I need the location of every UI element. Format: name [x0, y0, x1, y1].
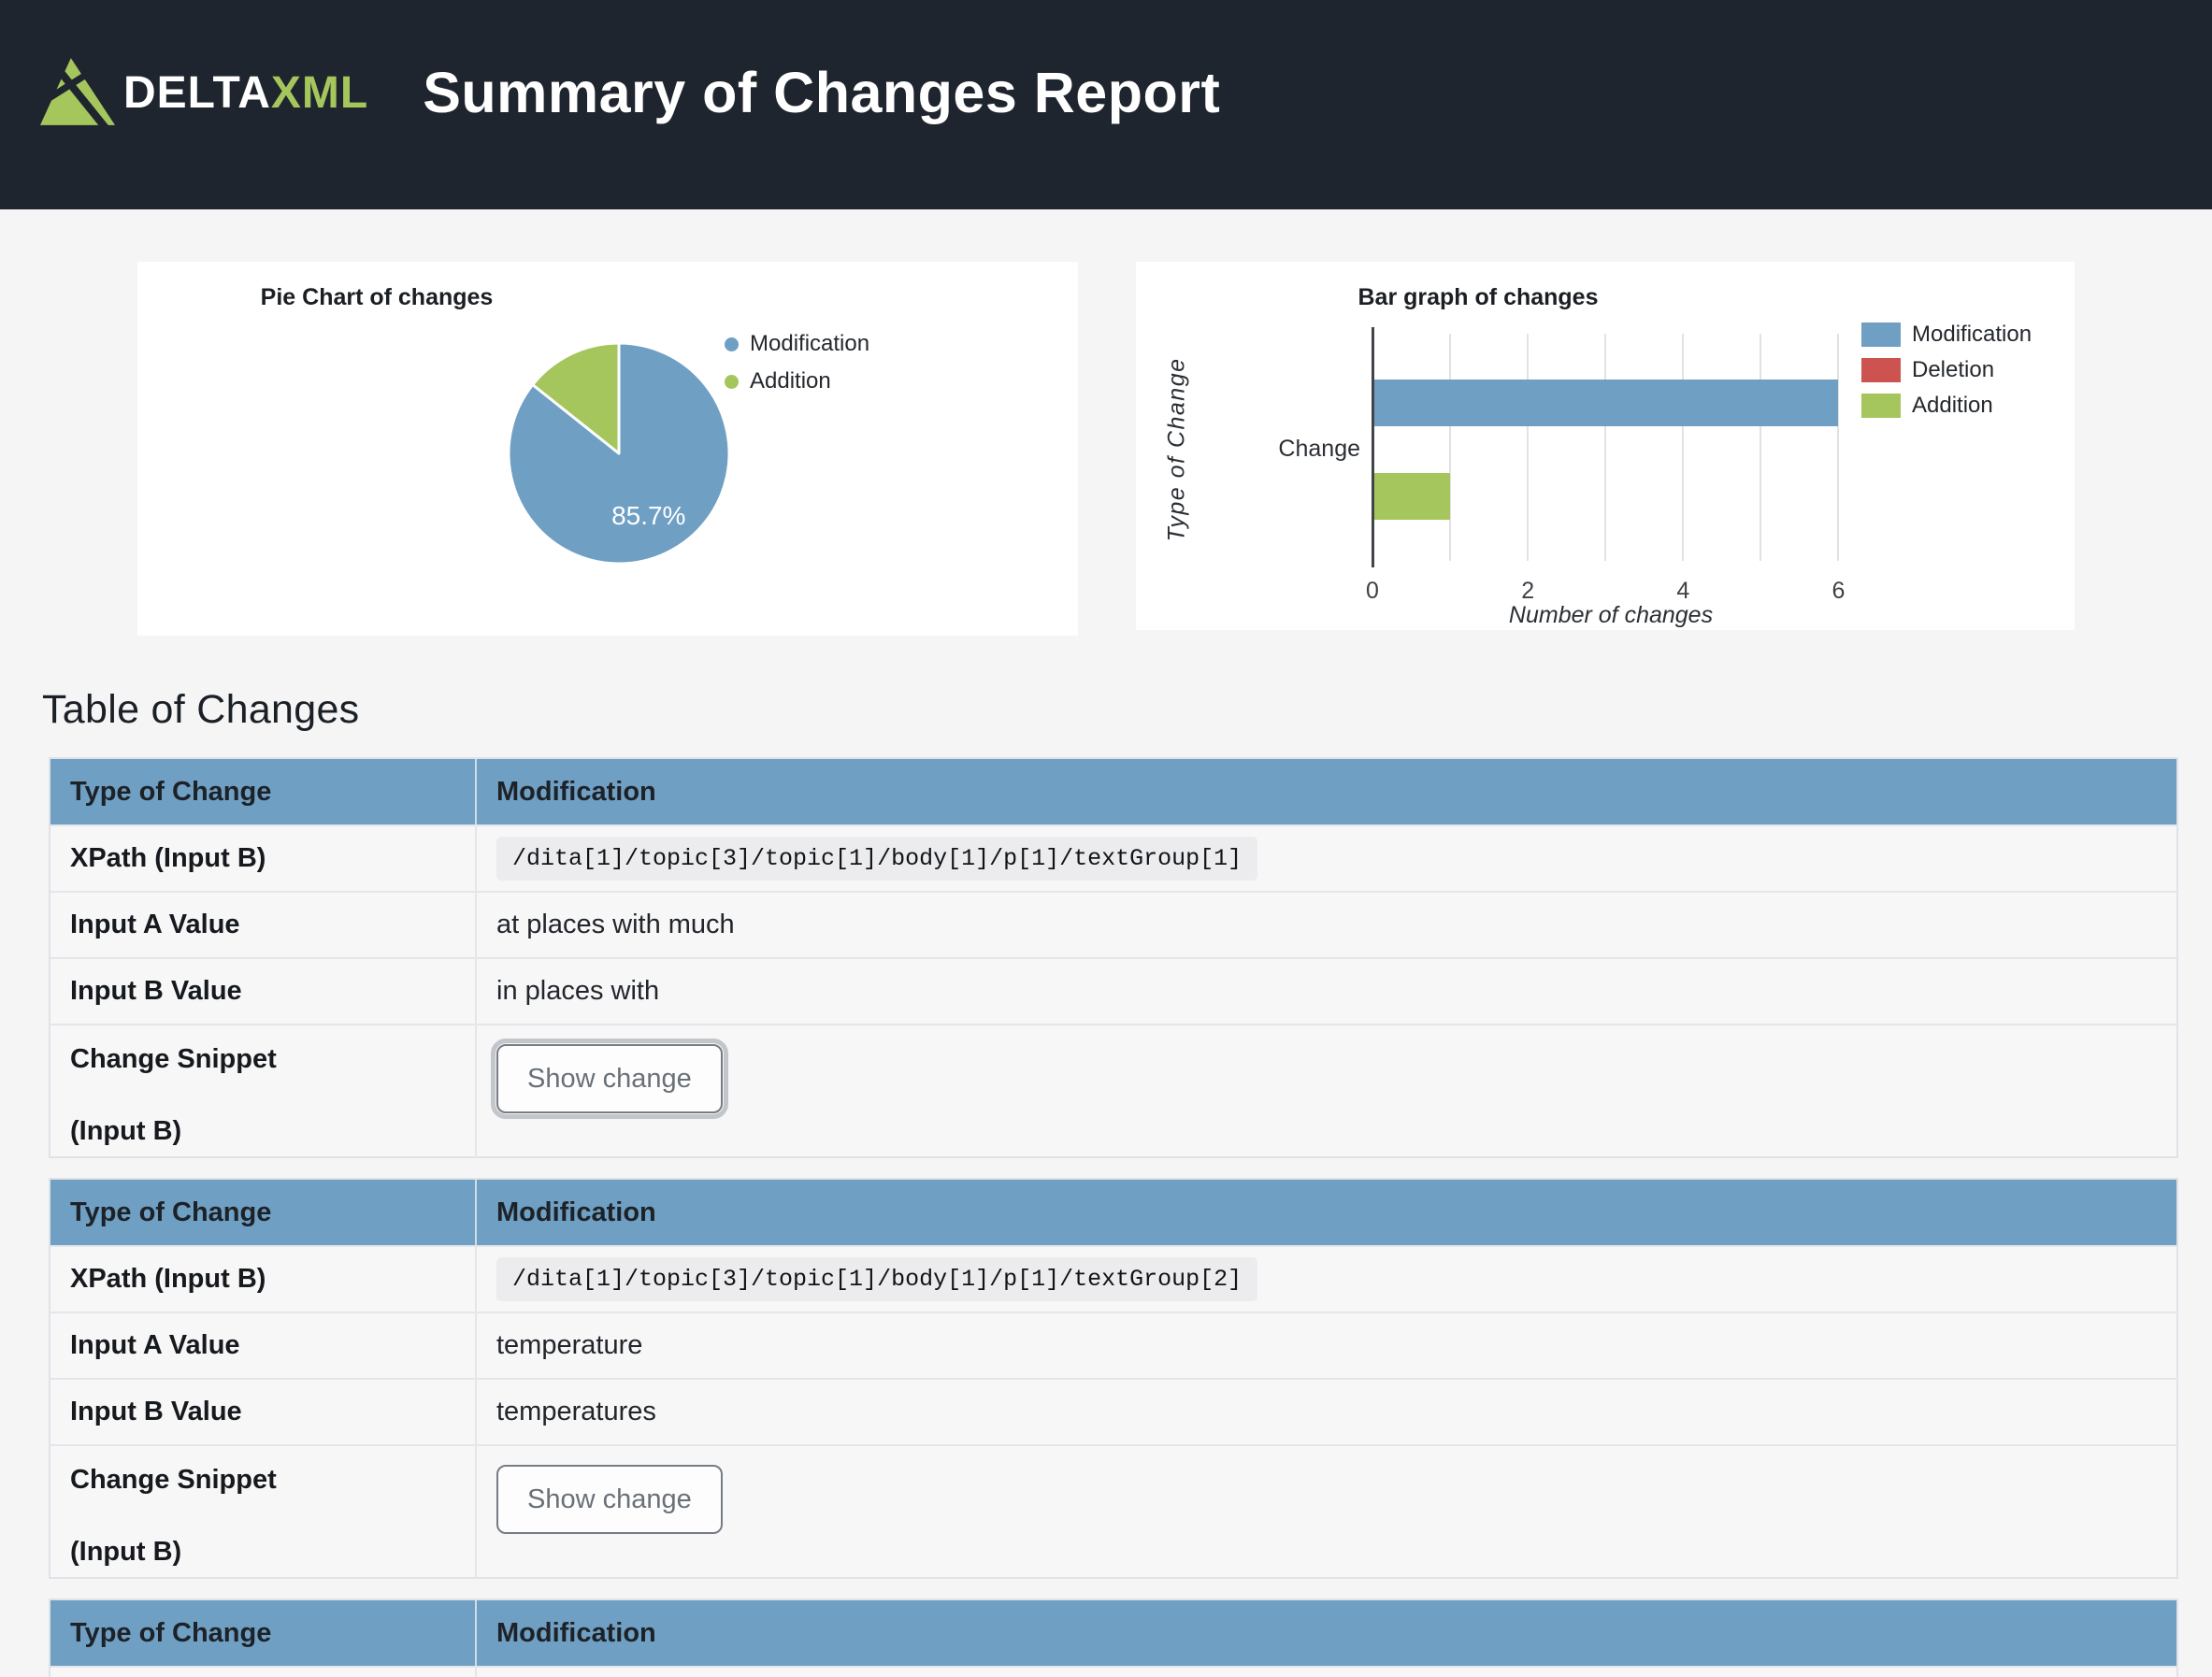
legend-item-modification: Modification — [725, 331, 869, 357]
logo-delta-text: DELTA — [123, 67, 271, 118]
change-snippet-label: Change Snippet — [70, 1044, 277, 1074]
type-of-change-header: Type of Change — [50, 1180, 477, 1245]
bar-chart-title: Bar graph of changes — [1357, 284, 1599, 310]
legend-item-addition: Addition — [725, 368, 869, 394]
change-table-1: Type of Change Modification XPath (Input… — [49, 757, 2178, 1158]
pie-legend: Modification Addition — [725, 331, 869, 406]
xpath-label: XPath (Input B) — [50, 1247, 477, 1312]
xpath-value: /dita[1]/topic[3]/topic[1]/body[1]/p[1]/… — [496, 1257, 1258, 1301]
input-a-row: Input A Value at places with much — [50, 891, 2176, 957]
gridline-x-5 — [1760, 334, 1762, 561]
deltaxml-logo: DELTAXML — [40, 58, 368, 127]
x-tick-6: 6 — [1831, 578, 1846, 604]
legend-label-addition: Addition — [750, 368, 831, 394]
change-snippet-label-input-b: (Input B) — [70, 1537, 182, 1567]
pie-chart-card: Pie Chart of changes 85.7% Modification … — [137, 262, 1078, 636]
xpath-label: XPath (Input B) — [50, 826, 477, 891]
bar-modification — [1372, 380, 1839, 426]
change-snippet-label-input-b: (Input B) — [70, 1116, 182, 1146]
input-a-value: temperature — [496, 1330, 643, 1360]
pie-slice-percentage-label: 85.7% — [611, 501, 685, 530]
pie-slice-modification — [507, 341, 731, 566]
gridline-x-3 — [1604, 334, 1607, 561]
legend-label-modification: Modification — [1912, 322, 2032, 347]
change-snippet-row: Change Snippet (Input B) Show change — [50, 1024, 2176, 1156]
x-tick-4: 4 — [1676, 578, 1690, 604]
legend-label-addition: Addition — [1912, 393, 1993, 418]
change-table-3: Type of Change Modification — [49, 1598, 2178, 1677]
app-header: DELTAXML Summary of Changes Report — [0, 0, 2212, 209]
xpath-value — [477, 1668, 2176, 1677]
table-header-row: Type of Change Modification — [50, 1180, 2176, 1245]
change-snippet-row: Change Snippet (Input B) Show change — [50, 1444, 2176, 1577]
input-b-label: Input B Value — [50, 959, 477, 1024]
x-tick-2: 2 — [1521, 578, 1535, 604]
pie-chart-title: Pie Chart of changes — [260, 284, 494, 310]
change-table-2: Type of Change Modification XPath (Input… — [49, 1178, 2178, 1579]
change-type-value: Modification — [496, 1197, 656, 1227]
bar-chart-card: Bar graph of changes Type of Change Chan… — [1136, 262, 2075, 630]
bar-plot-area — [1372, 334, 1877, 561]
change-type-value: Modification — [496, 1617, 656, 1648]
legend-swatch-addition — [1861, 394, 1901, 418]
pie-chart: 85.7% — [507, 341, 731, 566]
input-b-value: temperatures — [496, 1397, 656, 1426]
xpath-row: XPath (Input B) /dita[1]/topic[3]/topic[… — [50, 1245, 2176, 1312]
legend-item-modification: Modification — [1861, 322, 2032, 348]
bar-category-label: Change — [1278, 436, 1360, 462]
xpath-label — [50, 1668, 477, 1677]
deltaxml-triangle-icon — [40, 58, 115, 127]
input-a-label: Input A Value — [50, 1313, 477, 1378]
show-change-button-2[interactable]: Show change — [496, 1465, 723, 1534]
input-b-value: in places with — [496, 976, 660, 1006]
change-type-value: Modification — [496, 776, 656, 807]
input-a-value: at places with much — [496, 910, 735, 939]
legend-item-addition: Addition — [1861, 393, 2032, 419]
page-title: Summary of Changes Report — [423, 61, 1221, 124]
table-header-row: Type of Change Modification — [50, 1600, 2176, 1666]
bar-x-axis-label: Number of changes — [1508, 602, 1714, 628]
pie-slice-addition — [531, 341, 621, 455]
gridline-x-1 — [1449, 334, 1452, 561]
input-b-label: Input B Value — [50, 1380, 477, 1444]
xpath-row — [50, 1666, 2176, 1677]
bar-addition — [1372, 473, 1451, 520]
legend-swatch-modification — [1861, 322, 1901, 347]
bar-legend: Modification Deletion Addition — [1861, 322, 2032, 428]
logo-xml-text: XML — [270, 67, 369, 118]
table-header-row: Type of Change Modification — [50, 759, 2176, 824]
legend-item-deletion: Deletion — [1861, 357, 2032, 383]
x-tick-0: 0 — [1366, 578, 1379, 604]
xpath-value: /dita[1]/topic[3]/topic[1]/body[1]/p[1]/… — [496, 837, 1258, 881]
legend-swatch-deletion — [1861, 358, 1901, 382]
xpath-row: XPath (Input B) /dita[1]/topic[3]/topic[… — [50, 824, 2176, 891]
show-change-button-1[interactable]: Show change — [491, 1039, 728, 1119]
change-snippet-label: Change Snippet — [70, 1465, 277, 1495]
logo-wordmark: DELTAXML — [123, 67, 368, 119]
type-of-change-header: Type of Change — [50, 1600, 477, 1666]
input-b-row: Input B Value in places with — [50, 957, 2176, 1024]
type-of-change-header: Type of Change — [50, 759, 477, 824]
legend-label-modification: Modification — [750, 331, 870, 356]
tables-container: Type of Change Modification XPath (Input… — [49, 757, 2178, 1677]
bar-y-axis-label: Type of Change — [1163, 357, 1190, 542]
input-b-row: Input B Value temperatures — [50, 1378, 2176, 1444]
input-a-label: Input A Value — [50, 893, 477, 957]
bar-y-axis-line — [1372, 327, 1374, 567]
table-section-heading: Table of Changes — [42, 687, 360, 732]
gridline-x-6 — [1837, 334, 1840, 561]
legend-label-deletion: Deletion — [1912, 357, 1995, 382]
legend-swatch-addition — [725, 374, 739, 389]
input-a-row: Input A Value temperature — [50, 1312, 2176, 1378]
gridline-x-4 — [1682, 334, 1685, 561]
legend-swatch-modification — [725, 337, 739, 351]
gridline-x-2 — [1527, 334, 1530, 561]
